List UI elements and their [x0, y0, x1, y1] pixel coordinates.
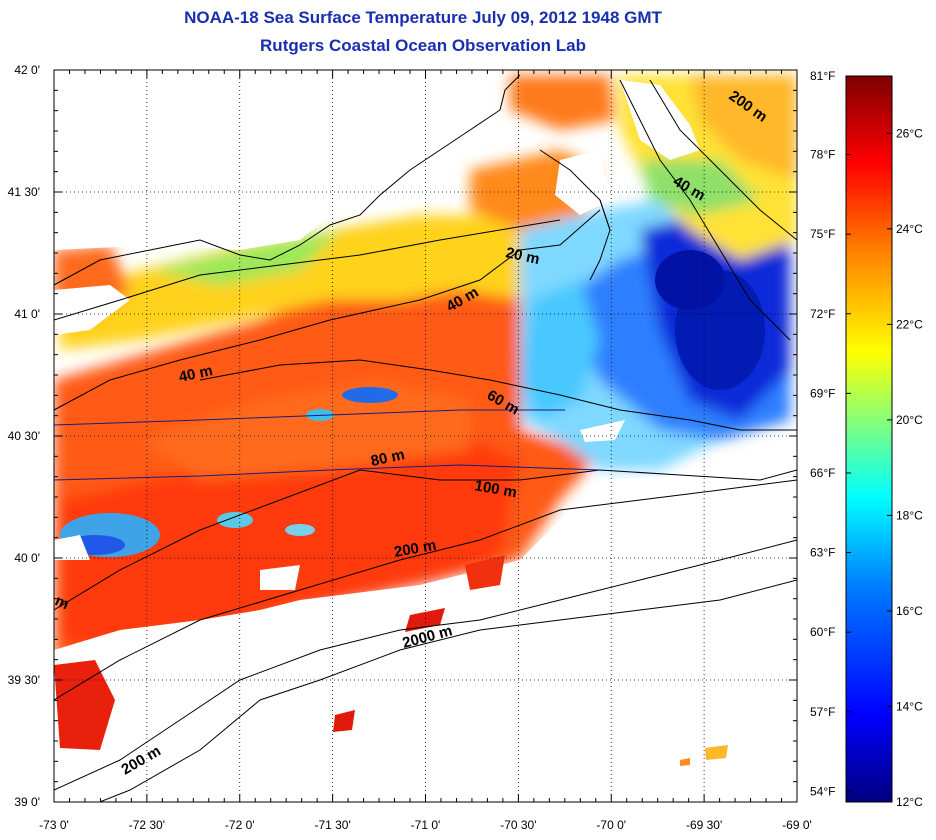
latitude-tick-label: 40 30' — [8, 429, 40, 443]
colorbar-celsius-label: 12°C — [896, 795, 923, 809]
longitude-tick-label: -70 0' — [596, 818, 626, 832]
colorbar-celsius-label: 24°C — [896, 222, 923, 236]
colorbar-fahrenheit-label: 81°F — [810, 69, 835, 83]
latitude-tick-label: 42 0' — [14, 63, 40, 77]
colorbar-fahrenheit-label: 72°F — [810, 307, 835, 321]
isobath-label: 20 m — [504, 244, 541, 268]
longitude-tick-label: -69 0' — [782, 818, 812, 832]
longitude-tick-label: -72 0' — [225, 818, 255, 832]
latitude-labels: 42 0' 41 30' 41 0' 40 30' 40 0' 39 30' 39 0' — [8, 63, 40, 809]
longitude-tick-label: -69 30' — [686, 818, 722, 832]
colorbar-fahrenheit-label: 78°F — [810, 148, 835, 162]
latitude-tick-label: 39 0' — [14, 795, 40, 809]
sst-field — [54, 70, 797, 802]
colorbar-fahrenheit-label: 63°F — [810, 546, 835, 560]
colorbar-celsius-label: 18°C — [896, 508, 923, 522]
colorbar-celsius-label: 22°C — [896, 317, 923, 331]
longitude-tick-label: -71 30' — [314, 818, 350, 832]
colorbar-ticks — [846, 75, 892, 803]
map-title: NOAA-18 Sea Surface Temperature July 09,… — [184, 8, 662, 27]
isobath-label: 40 m — [177, 362, 214, 386]
colorbar-fahrenheit-label: 75°F — [810, 227, 835, 241]
colorbar-celsius-labels: 26°C 24°C 22°C 20°C 18°C 16°C 14°C 12°C — [896, 126, 923, 809]
colorbar-fahrenheit-labels: 81°F 78°F 75°F 72°F 69°F 66°F 63°F 60°F 57°F 54°F — [810, 69, 835, 798]
colorbar-celsius-label: 20°C — [896, 413, 923, 427]
axis-ticks — [53, 69, 798, 803]
latitude-tick-label: 39 30' — [8, 673, 40, 687]
latitude-tick-label: 41 30' — [8, 185, 40, 199]
longitude-tick-label: -72 30' — [129, 818, 165, 832]
colorbar-celsius-label: 16°C — [896, 604, 923, 618]
colorbar-fahrenheit-label: 57°F — [810, 705, 835, 719]
map-subtitle: Rutgers Coastal Ocean Observation Lab — [260, 36, 586, 55]
longitude-tick-label: -71 0' — [411, 818, 441, 832]
colorbar — [845, 75, 893, 803]
colorbar-celsius-label: 26°C — [896, 126, 923, 140]
colorbar-fahrenheit-label: 69°F — [810, 386, 835, 400]
colorbar-celsius-label: 14°C — [896, 699, 923, 713]
latitude-tick-label: 41 0' — [14, 307, 40, 321]
latitude-tick-label: 40 0' — [14, 551, 40, 565]
colorbar-fahrenheit-label: 54°F — [810, 784, 835, 798]
isobath-label: m — [52, 592, 71, 613]
colorbar-fahrenheit-label: 60°F — [810, 625, 835, 639]
longitude-tick-label: -70 30' — [500, 818, 536, 832]
colorbar-fahrenheit-label: 66°F — [810, 466, 835, 480]
isobath-label: 80 m — [369, 446, 406, 470]
longitude-labels: -73 0' -72 30' -72 0' -71 30' -71 0' -70 30' -… — [39, 818, 812, 832]
longitude-tick-label: -73 0' — [39, 818, 69, 832]
